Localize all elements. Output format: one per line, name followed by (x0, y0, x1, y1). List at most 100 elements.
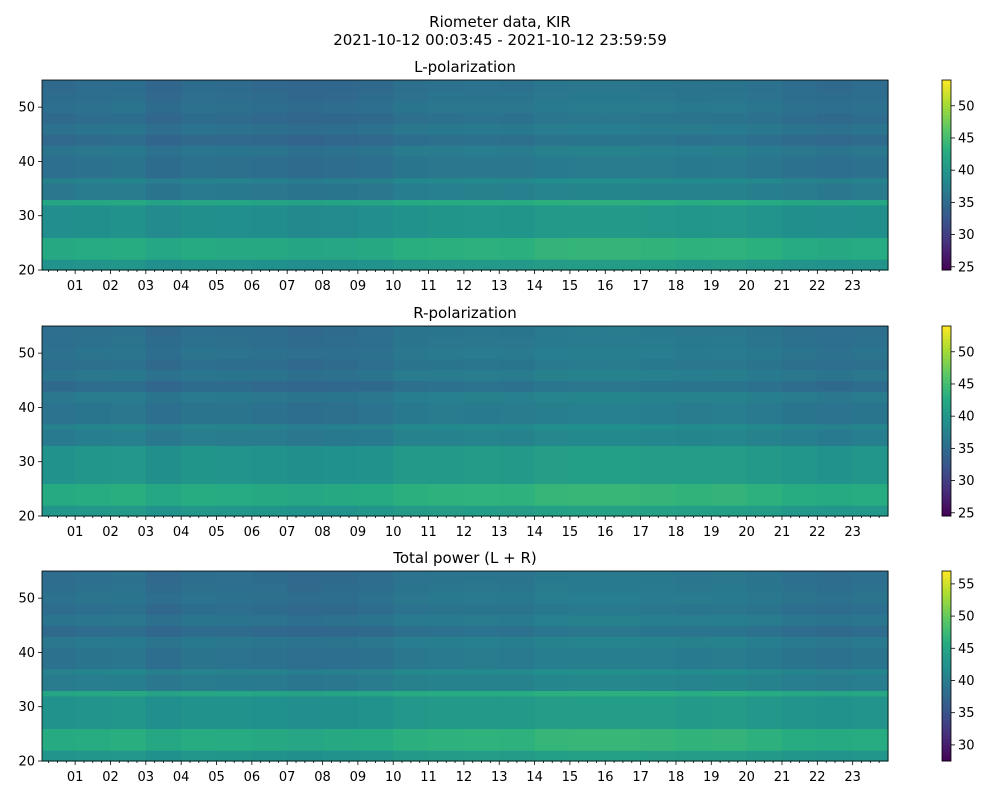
heatmap-cell (534, 237, 571, 260)
heatmap-cell (852, 668, 889, 675)
colorbar-segment (942, 484, 951, 488)
heatmap-cell (499, 237, 536, 260)
heatmap-cell (781, 145, 818, 157)
heatmap-cell (463, 429, 500, 447)
colorbar-segment (942, 662, 951, 667)
heatmap-cell (534, 750, 571, 762)
heatmap-cell (817, 358, 854, 371)
heatmap-cell (534, 614, 571, 626)
heatmap-cell (463, 237, 500, 260)
heatmap-cell (322, 199, 359, 206)
heatmap-cell (145, 668, 182, 675)
heatmap-cell (640, 636, 677, 648)
colorbar-segment (942, 241, 951, 246)
heatmap-cell (499, 326, 536, 338)
heatmap-cell (145, 391, 182, 403)
heatmap-cell (817, 571, 854, 583)
heatmap-cell (711, 90, 748, 103)
heatmap-cell (181, 380, 218, 392)
heatmap-cell (181, 101, 218, 114)
heatmap-cell (463, 483, 500, 506)
heatmap-cell (393, 690, 430, 697)
colorbar-segment (942, 405, 951, 409)
heatmap-cell (216, 326, 253, 338)
heatmap-cell (322, 690, 359, 697)
heatmap-cell (287, 592, 324, 605)
heatmap-cell (711, 204, 748, 239)
heatmap-cell (781, 695, 818, 730)
heatmap-cell (852, 380, 889, 392)
heatmap-cell (322, 625, 359, 637)
heatmap-cell (428, 614, 465, 626)
heatmap-cell (357, 728, 394, 751)
colorbar-segment (942, 704, 951, 708)
heatmap-cell (781, 326, 818, 338)
heatmap-cell (42, 358, 76, 371)
heatmap-cell (428, 505, 465, 517)
heatmap-cell (711, 259, 748, 271)
heatmap-cell (393, 391, 430, 403)
heatmap-cell (251, 603, 288, 616)
heatmap-cell (216, 183, 253, 201)
heatmap-cell (640, 156, 677, 179)
heatmap-cell (75, 445, 112, 485)
heatmap-cell (110, 199, 147, 206)
heatmap-cell (251, 402, 288, 425)
heatmap-cell (569, 199, 606, 206)
heatmap-cell (463, 336, 500, 349)
heatmap-cell (852, 571, 889, 583)
heatmap-cell (499, 123, 536, 135)
heatmap-cell (287, 603, 324, 616)
colorbar-segment (942, 612, 951, 616)
heatmap-cell (322, 728, 359, 751)
colorbar-segment (942, 468, 951, 473)
heatmap-cell (569, 156, 606, 179)
heatmap-cell (569, 728, 606, 751)
colorbar-segment (942, 121, 951, 125)
x-tick-label: 16 (597, 525, 614, 540)
colorbar-segment (942, 497, 951, 501)
heatmap-cell (569, 177, 606, 184)
heatmap-cell (287, 380, 324, 392)
heatmap-cell (145, 123, 182, 135)
panel-3: Total power (L + R) 01 02 03 04 05 06 07 08 09 10 1… (18, 549, 974, 785)
x-tick-label: 21 (774, 279, 791, 294)
x-tick-label: 14 (526, 279, 543, 294)
colorbar-segment (942, 481, 951, 485)
heatmap-cell (711, 358, 748, 371)
heatmap-cell (145, 592, 182, 605)
heatmap (42, 326, 889, 517)
heatmap-cell (216, 571, 253, 583)
x-tick-label: 03 (138, 770, 155, 785)
heatmap-cell (781, 750, 818, 762)
heatmap-cell (357, 391, 394, 403)
heatmap-cell (428, 636, 465, 648)
colorbar-segment (942, 184, 951, 189)
colorbar-segment (942, 102, 951, 106)
heatmap-cell (75, 668, 112, 675)
y-tick-label: 50 (18, 347, 35, 362)
heatmap-cell (428, 199, 465, 206)
heatmap-cell (251, 445, 288, 485)
heatmap-cell (463, 199, 500, 206)
heatmap-cell (711, 145, 748, 157)
heatmap-cell (145, 347, 182, 360)
heatmap-cell (463, 445, 500, 485)
heatmap-cell (852, 259, 889, 271)
heatmap-cell (181, 156, 218, 179)
heatmap-cell (287, 183, 324, 201)
heatmap-cell (640, 603, 677, 616)
heatmap-cell (251, 674, 288, 692)
heatmap-cell (781, 423, 818, 430)
heatmap-cell (499, 204, 536, 239)
heatmap-cell (216, 336, 253, 349)
heatmap-cell (287, 423, 324, 430)
heatmap-cell (428, 402, 465, 425)
heatmap-cell (569, 112, 606, 125)
colorbar-tick-label: 30 (958, 738, 975, 753)
colorbar-segment (942, 203, 951, 208)
heatmap-cell (145, 369, 182, 381)
heatmap-cell (393, 112, 430, 125)
heatmap-cell (42, 391, 76, 403)
heatmap-cell (711, 402, 748, 425)
